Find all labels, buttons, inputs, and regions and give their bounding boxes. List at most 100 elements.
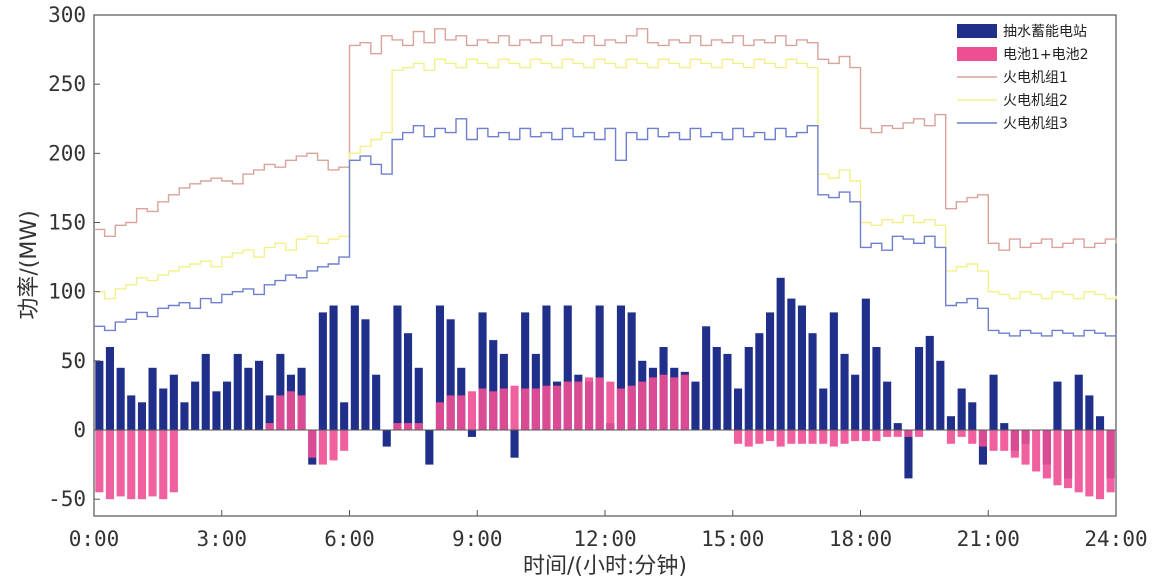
battery-bar — [340, 430, 349, 451]
pump-bar — [382, 430, 391, 447]
y-tick-label: 100 — [48, 280, 86, 304]
pump-bar — [159, 388, 168, 430]
pump-bar — [925, 335, 934, 430]
battery-bar — [499, 388, 508, 430]
pump-bar — [361, 319, 370, 430]
pump-bar — [137, 402, 146, 430]
pump-bar — [425, 430, 434, 465]
battery-bar — [915, 430, 924, 437]
battery-bar — [648, 377, 657, 430]
x-tick-label: 24:00 — [1084, 527, 1147, 551]
battery-bar — [851, 430, 860, 442]
pump-bar — [563, 305, 572, 430]
battery-bar — [1096, 430, 1105, 500]
y-tick-label: 300 — [48, 3, 86, 27]
battery-bar — [734, 430, 743, 444]
pump-bar — [808, 333, 817, 430]
battery-bar — [116, 430, 125, 497]
pump-bar — [734, 388, 743, 430]
pump-bar — [169, 374, 178, 430]
legend-swatch-battery — [957, 47, 997, 61]
battery-bar — [1000, 430, 1009, 451]
battery-bar — [286, 391, 295, 430]
pump-bar — [946, 416, 955, 430]
pump-bar — [233, 353, 242, 430]
pump-bar — [893, 423, 902, 430]
pump-bar — [1085, 395, 1094, 430]
x-tick-label: 15:00 — [701, 527, 764, 551]
pump-bar — [840, 353, 849, 430]
battery-bar — [1064, 430, 1073, 489]
pump-bar — [340, 402, 349, 430]
battery-bar — [1085, 430, 1094, 497]
battery-bar — [978, 430, 987, 447]
legend-label-thermal-1: 火电机组1 — [1003, 70, 1068, 86]
pump-bar — [872, 347, 881, 430]
y-tick-label: 250 — [48, 72, 86, 96]
battery-bar — [893, 430, 902, 437]
legend: 抽水蓄能电站 电池1+电池2 火电机组1 火电机组2 火电机组3 — [952, 18, 1112, 144]
battery-bar — [957, 430, 966, 437]
pump-bar — [116, 367, 125, 431]
thermal-unit-lines — [94, 28, 1117, 337]
pump-bar — [595, 305, 604, 430]
legend-label-pumped-storage: 抽水蓄能电站 — [1003, 24, 1087, 40]
battery-bar — [1074, 430, 1083, 493]
pump-bar — [318, 312, 327, 430]
x-tick-label: 3:00 — [196, 527, 247, 551]
battery-bar — [808, 430, 817, 444]
pump-bar — [702, 326, 711, 431]
battery-bar — [1053, 430, 1062, 486]
battery-bar — [276, 395, 285, 430]
x-axis-ticks: 0:00 3:00 6:00 9:00 12:00 15:00 18:00 21:00 24:0… — [69, 510, 1148, 551]
pump-bar — [797, 305, 806, 430]
battery-bar — [861, 430, 870, 442]
battery-bar — [680, 374, 689, 430]
pump-bar — [276, 353, 285, 430]
x-axis-label: 时间/(小时:分钟) — [523, 554, 687, 579]
pump-bar — [851, 374, 860, 430]
battery-bar — [585, 377, 594, 430]
pump-bar — [968, 402, 977, 430]
pump-bar — [223, 381, 232, 430]
x-tick-label: 12:00 — [573, 527, 636, 551]
y-tick-label: 0 — [73, 418, 86, 442]
battery-bar — [904, 430, 913, 437]
battery-bar — [521, 388, 530, 430]
battery-bar — [1010, 430, 1019, 458]
y-tick-label: 150 — [48, 211, 86, 235]
x-tick-label: 9:00 — [452, 527, 503, 551]
battery-bar — [989, 430, 998, 451]
battery-bar — [329, 430, 338, 461]
legend-swatch-pumped-storage — [957, 24, 997, 38]
battery-bar — [457, 395, 466, 430]
battery-bar — [638, 381, 647, 430]
battery-bar — [318, 430, 327, 465]
pump-bar — [627, 312, 636, 430]
y-tick-label: 50 — [61, 349, 86, 373]
pump-bar — [446, 319, 455, 430]
pump-bar — [201, 353, 210, 430]
battery-bar — [467, 391, 476, 430]
pump-bar — [1096, 416, 1105, 430]
pump-bar — [819, 388, 828, 430]
battery-bar — [563, 381, 572, 430]
pump-bar — [212, 391, 221, 430]
battery-bar — [968, 430, 977, 444]
battery-bar — [1032, 430, 1041, 472]
battery-bar — [137, 430, 146, 500]
battery-bar — [819, 430, 828, 444]
pump-bar — [776, 277, 785, 430]
battery-bar — [553, 385, 562, 430]
pump-bar — [936, 360, 945, 430]
pump-bar — [1053, 381, 1062, 430]
pump-bar — [616, 305, 625, 430]
battery-bar — [414, 423, 423, 430]
battery-bar — [297, 395, 306, 430]
battery-bar — [946, 430, 955, 444]
pump-bar — [883, 381, 892, 430]
pump-bar — [712, 347, 721, 430]
battery-bar — [883, 430, 892, 437]
pump-bar — [255, 360, 264, 430]
